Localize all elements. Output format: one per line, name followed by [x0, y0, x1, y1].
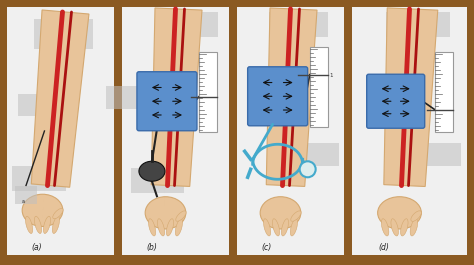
- Bar: [34, 19, 92, 49]
- Polygon shape: [384, 8, 438, 187]
- Text: (d): (d): [379, 243, 390, 252]
- Bar: [199, 52, 217, 132]
- Ellipse shape: [282, 219, 289, 236]
- Circle shape: [300, 161, 316, 177]
- Ellipse shape: [411, 211, 421, 221]
- Bar: [15, 186, 37, 204]
- Bar: [159, 12, 219, 37]
- Ellipse shape: [291, 219, 298, 236]
- Bar: [291, 143, 338, 166]
- Bar: [435, 52, 453, 132]
- Bar: [352, 7, 467, 255]
- Bar: [18, 94, 66, 116]
- Bar: [310, 47, 328, 127]
- Bar: [7, 7, 114, 255]
- Bar: [106, 86, 154, 109]
- Bar: [410, 143, 461, 166]
- Ellipse shape: [145, 197, 186, 229]
- Ellipse shape: [291, 211, 301, 221]
- Bar: [122, 7, 229, 255]
- Polygon shape: [266, 8, 317, 187]
- Text: (a): (a): [32, 243, 42, 252]
- Ellipse shape: [166, 219, 173, 236]
- Text: a: a: [21, 199, 25, 204]
- FancyBboxPatch shape: [137, 72, 197, 131]
- Ellipse shape: [52, 216, 60, 233]
- Bar: [12, 166, 66, 191]
- Bar: [386, 12, 450, 37]
- Ellipse shape: [139, 161, 165, 181]
- Text: 1: 1: [330, 73, 333, 78]
- Text: (c): (c): [262, 243, 272, 252]
- Ellipse shape: [35, 216, 42, 233]
- Text: (b): (b): [146, 243, 157, 252]
- FancyBboxPatch shape: [367, 74, 425, 128]
- Ellipse shape: [44, 216, 51, 233]
- Ellipse shape: [401, 219, 408, 236]
- FancyBboxPatch shape: [247, 67, 308, 126]
- Polygon shape: [151, 8, 202, 187]
- Ellipse shape: [264, 219, 271, 236]
- Ellipse shape: [22, 194, 63, 227]
- Polygon shape: [31, 10, 89, 187]
- Ellipse shape: [391, 219, 399, 236]
- Ellipse shape: [175, 219, 182, 236]
- Ellipse shape: [148, 219, 155, 236]
- Ellipse shape: [260, 197, 301, 229]
- Bar: [269, 12, 328, 37]
- Ellipse shape: [157, 219, 164, 236]
- Ellipse shape: [382, 219, 389, 236]
- Bar: [237, 7, 344, 255]
- Ellipse shape: [176, 211, 186, 221]
- Ellipse shape: [53, 208, 63, 219]
- Ellipse shape: [410, 219, 418, 236]
- Ellipse shape: [273, 219, 280, 236]
- Ellipse shape: [378, 197, 421, 229]
- Bar: [130, 168, 184, 193]
- Ellipse shape: [26, 216, 33, 233]
